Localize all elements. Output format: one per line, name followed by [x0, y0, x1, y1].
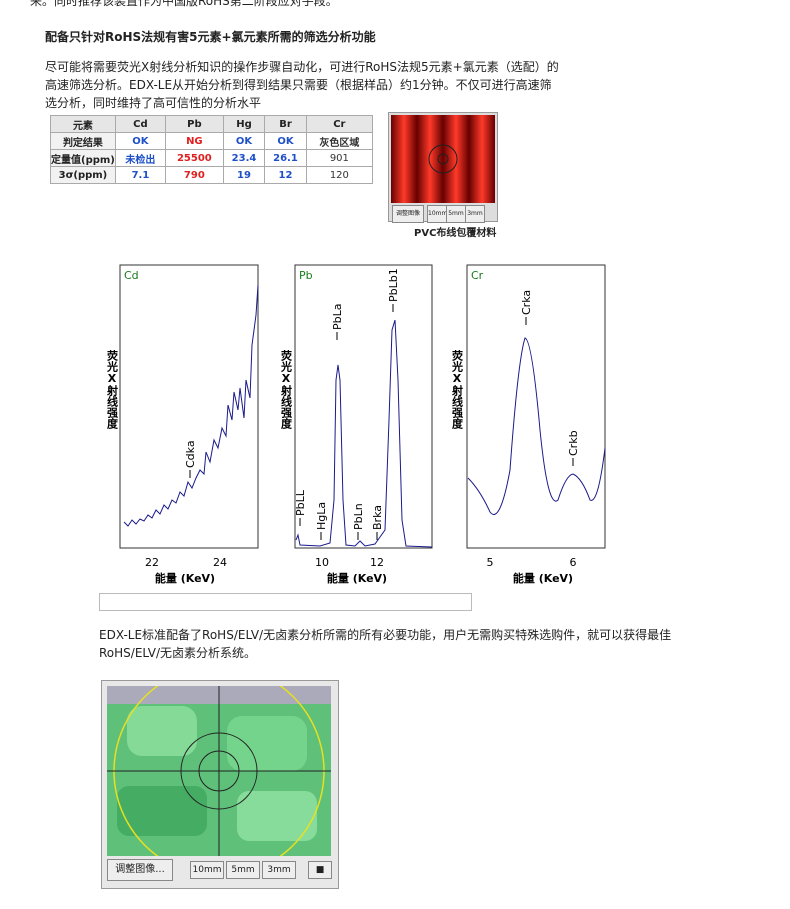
cell: 23.4 [222, 149, 266, 167]
cell: 120 [305, 166, 374, 184]
cell: 判定结果 [50, 132, 116, 150]
cell: Pb [164, 115, 224, 133]
paragraph: 尽可能将需要荧光X射线分析知识的操作步骤自动化，可进行RoHS法规5元素+氯元素… [45, 58, 559, 112]
cell: 7.1 [114, 166, 166, 184]
cell: Hg [222, 115, 266, 133]
cell: 3σ(ppm) [50, 166, 116, 184]
camera-icon: ■ [308, 861, 332, 879]
cell: OK [114, 132, 166, 150]
intro-fragment: 来。同时推荐该装置作为中国版RoHS第二阶段应对手段。 [30, 0, 338, 8]
cell: 灰色区域 [305, 132, 374, 150]
button: 3mm [465, 205, 485, 223]
cell: 元素 [50, 115, 116, 133]
cell: 790 [164, 166, 224, 184]
line: 高速筛选分析。EDX-LE从开始分析到得到结果只需要（根据样品）约1分钟。不仅可… [45, 78, 552, 92]
cell: 定量值(ppm) [50, 149, 116, 167]
x-tick-label: 6 [570, 556, 577, 569]
spectrum-curve [467, 337, 606, 515]
heading: 配备只针对RoHS法规有害5元素+氯元素所需的筛选分析功能 [45, 30, 376, 44]
line: 选分析，同时维持了高可信性的分析水平 [45, 96, 262, 110]
spectrum-curve [295, 319, 433, 548]
panel-frame [466, 264, 606, 549]
cell: Cr [305, 115, 374, 133]
button: 5mm [446, 205, 466, 223]
panel-frame [119, 264, 259, 549]
panel-label: Cr [471, 269, 484, 282]
line: RoHS/ELV/无卤素分析系统。 [99, 646, 257, 660]
peak-label: Brka [371, 505, 384, 530]
peak-label: Crka [520, 290, 533, 315]
line: EDX-LE标准配备了RoHS/ELV/无卤素分析所需的所有必要功能，用户无需购… [99, 628, 672, 642]
x-tick-label: 22 [145, 556, 159, 569]
y-axis-label: 荧光X射线强度 [106, 349, 120, 430]
caption: PVC布线包覆材料 [414, 228, 497, 239]
pvc-image: 调整图像 10mm 5mm 3mm [388, 112, 498, 223]
peak-label: PbLb1 [387, 268, 400, 302]
peak-label: Cdka [184, 440, 197, 468]
empty-box [99, 593, 472, 611]
pvc-photo [391, 115, 495, 203]
cell: 12 [264, 166, 307, 184]
x-axis-label: 能量 (KeV) [513, 571, 573, 585]
cell: Br [264, 115, 307, 133]
camera-view: 调整图像... 10mm 5mm 3mm ■ [101, 680, 339, 889]
panel-frame [294, 264, 433, 549]
spectra: Cd Pb Cr 荧光X射线强度 荧光X射线强度 荧光X射线强度 22 24 1… [106, 264, 606, 585]
panel-label: Pb [299, 269, 313, 282]
peak-label: PbLL [294, 489, 307, 516]
results-table: 元素 Cd Pb Hg Br Cr 判定结果 OK NG OK OK 灰色区域 定量值(ppm) 未检… [50, 115, 374, 184]
button: 10mm [427, 205, 447, 223]
x-tick-label: 24 [213, 556, 227, 569]
x-axis-label: 能量 (KeV) [327, 571, 387, 585]
line: 尽可能将需要荧光X射线分析知识的操作步骤自动化，可进行RoHS法规5元素+氯元素… [45, 60, 559, 74]
x-tick-label: 12 [370, 556, 384, 569]
cell: 25500 [164, 149, 224, 167]
button: 10mm [190, 861, 224, 879]
cell: OK [264, 132, 307, 150]
cell: 901 [305, 149, 374, 167]
peak-label: Crkb [567, 430, 580, 456]
peak-label: PbLa [331, 304, 344, 331]
camera-photo [107, 686, 331, 856]
button: 调整图像 [392, 205, 424, 223]
paragraph: EDX-LE标准配备了RoHS/ELV/无卤素分析所需的所有必要功能，用户无需购… [99, 626, 671, 662]
cell: 26.1 [264, 149, 307, 167]
button: 5mm [226, 861, 260, 879]
y-axis-label: 荧光X射线强度 [451, 349, 465, 430]
cell: NG [164, 132, 224, 150]
peak-label: PbLn [352, 503, 365, 530]
button: 3mm [262, 861, 296, 879]
x-tick-label: 10 [315, 556, 329, 569]
cell: OK [222, 132, 266, 150]
button: 调整图像... [107, 859, 173, 881]
peak-label: HgLa [315, 502, 328, 530]
cell: 未检出 [114, 149, 166, 167]
panel-label: Cd [124, 269, 139, 282]
x-axis-label: 能量 (KeV) [155, 571, 215, 585]
cell: Cd [114, 115, 166, 133]
spectrum-curve [123, 284, 259, 527]
x-tick-label: 5 [487, 556, 494, 569]
cell: 19 [222, 166, 266, 184]
y-axis-label: 荧光X射线强度 [280, 349, 294, 430]
